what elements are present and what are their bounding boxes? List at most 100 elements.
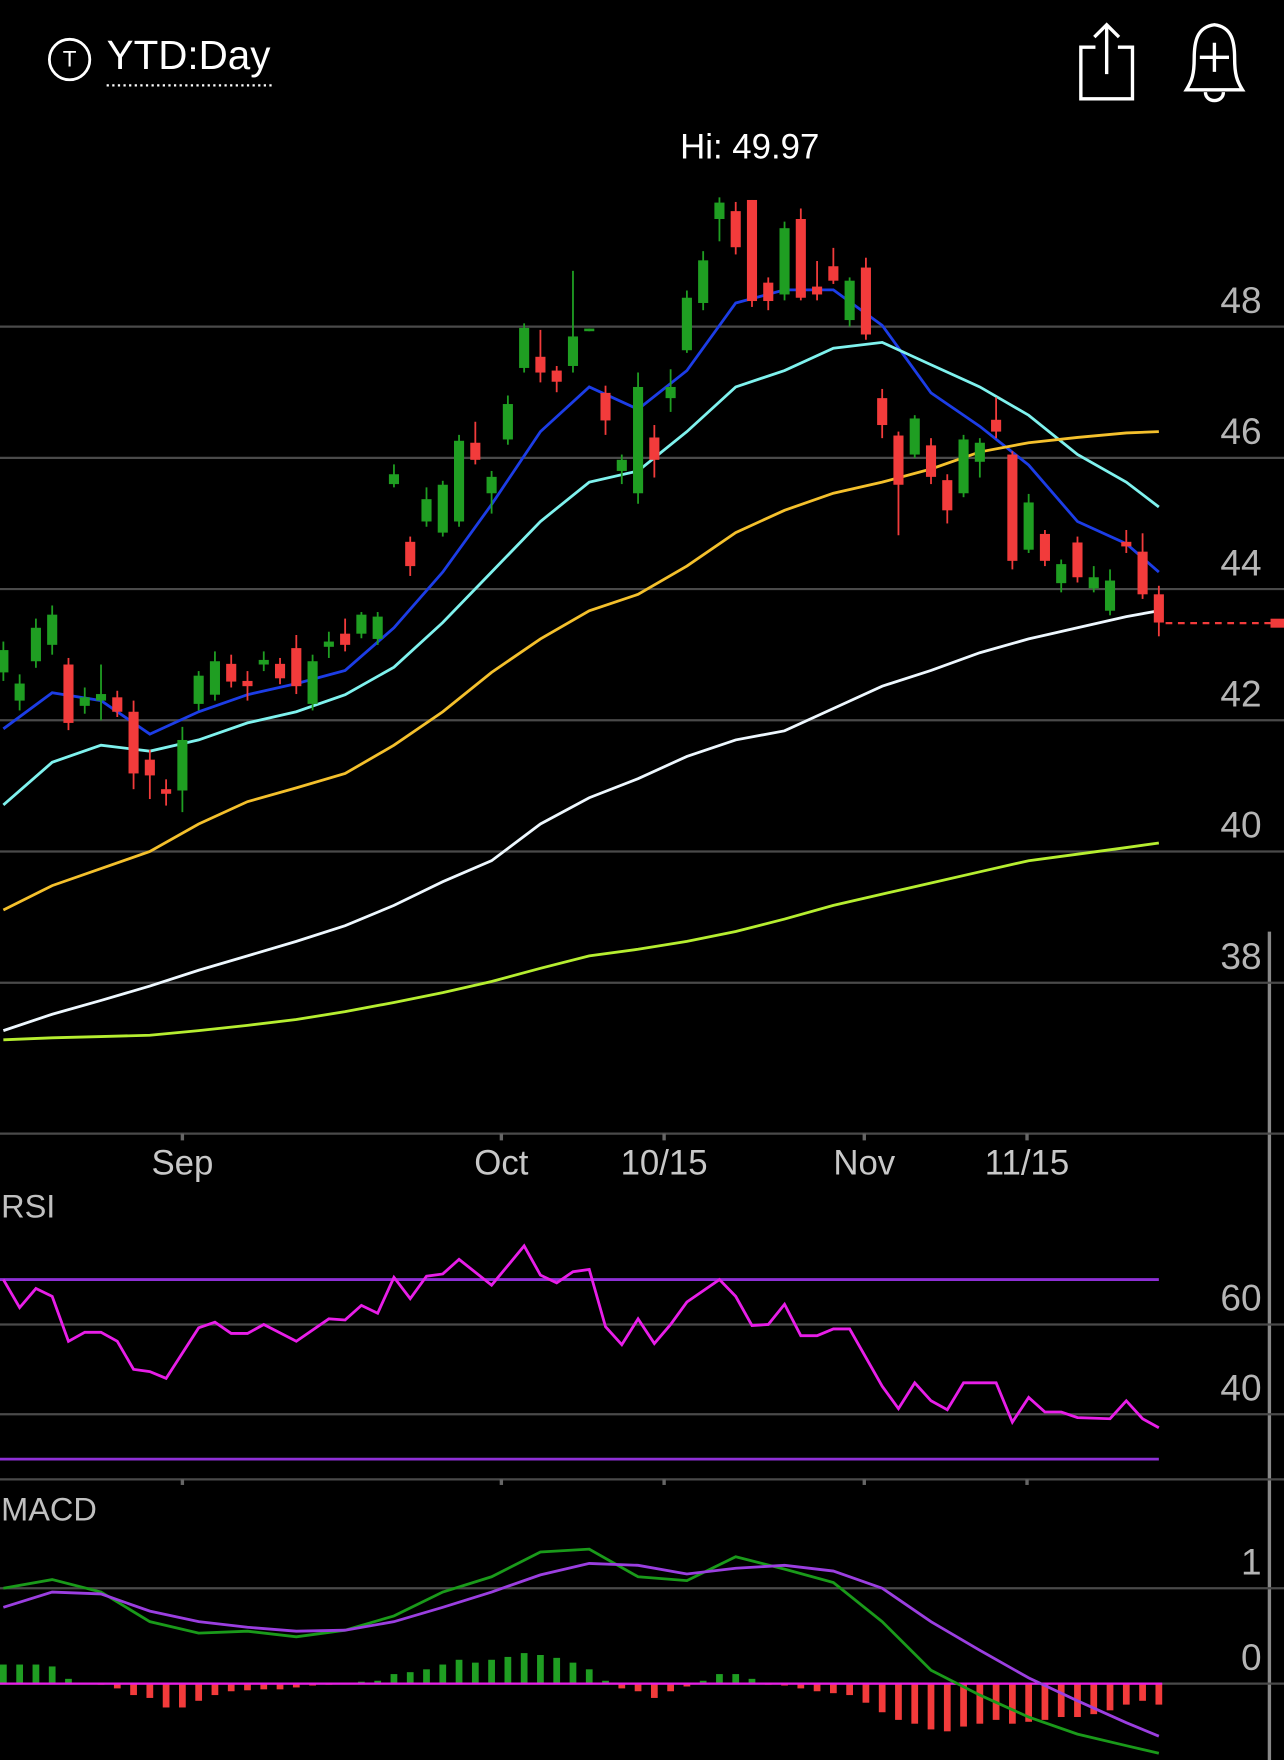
histogram-bar: [16, 1664, 24, 1684]
histogram-bar: [650, 1683, 658, 1698]
candle-body: [274, 663, 286, 679]
y-tick-label: 48: [1220, 279, 1261, 321]
candle-body: [958, 439, 969, 494]
histogram-bar: [895, 1683, 902, 1720]
candle-body: [128, 711, 139, 774]
histogram-bar: [634, 1683, 642, 1692]
candle-body: [909, 418, 920, 455]
x-tick-label: 11/15: [985, 1144, 1069, 1182]
histogram-bar: [813, 1683, 821, 1692]
candle-body: [1039, 533, 1050, 561]
candle-body: [991, 419, 1002, 432]
panel-title: MACD: [1, 1491, 97, 1527]
bell-plus: [1199, 42, 1230, 72]
histogram-bar: [829, 1683, 837, 1694]
y-tick-label: 0: [1241, 1636, 1262, 1678]
histogram-bar: [276, 1683, 284, 1690]
candle-body: [746, 199, 758, 302]
histogram-bar: [1025, 1683, 1033, 1722]
candle-body: [193, 675, 204, 704]
candle-body: [1153, 594, 1164, 623]
y-tick-label: 46: [1220, 410, 1261, 452]
histogram-bar: [569, 1662, 577, 1684]
candle-body: [795, 219, 806, 298]
y-tick-label: 60: [1220, 1277, 1261, 1319]
candle-body: [63, 664, 74, 723]
candle-body: [486, 476, 497, 494]
badge-circle: [47, 37, 92, 82]
moving-average: [2, 288, 1160, 736]
histogram-bar: [1041, 1683, 1049, 1720]
candle-body: [30, 627, 41, 662]
timeframe[interactable]: YTD:Day: [107, 32, 272, 78]
histogram-bar: [1090, 1683, 1098, 1715]
candle-body: [844, 280, 855, 321]
histogram-bar: [1155, 1683, 1163, 1705]
histogram-bar: [179, 1683, 186, 1708]
candle-body: [177, 739, 188, 791]
candle-body: [535, 356, 546, 373]
histogram-bar: [602, 1680, 609, 1684]
candle-body: [714, 202, 725, 220]
candle-body: [421, 499, 432, 522]
candle-body: [925, 445, 937, 477]
histogram-bar: [862, 1683, 870, 1703]
histogram-bar: [32, 1664, 40, 1684]
candle-body: [877, 398, 888, 426]
histogram-bar: [667, 1683, 674, 1692]
candle-body: [1104, 580, 1116, 611]
histogram-bar: [390, 1674, 398, 1684]
histogram-bar: [1009, 1683, 1016, 1724]
candle-body: [763, 282, 774, 302]
histogram-bar: [618, 1683, 626, 1689]
share-arrow: [1093, 22, 1121, 75]
symbol-badge[interactable]: T: [47, 37, 92, 82]
histogram-bar: [960, 1683, 967, 1727]
candle-body: [1056, 564, 1067, 584]
panel-title: RSI: [1, 1188, 55, 1224]
y-tick-label: 38: [1220, 935, 1261, 977]
macd-line: [3, 1547, 1160, 1755]
histogram-bar: [260, 1683, 268, 1690]
histogram-bar: [1057, 1683, 1065, 1718]
histogram-bar: [195, 1683, 203, 1701]
candle-body: [616, 459, 627, 471]
candle-body: [779, 228, 790, 295]
histogram-bar: [113, 1683, 121, 1689]
histogram-bar: [48, 1666, 56, 1684]
histogram-bar: [471, 1662, 479, 1684]
candle-body: [502, 404, 513, 440]
candle-body: [1072, 542, 1083, 578]
candle-body: [437, 484, 448, 533]
candle-body: [95, 694, 107, 701]
histogram-bar: [683, 1683, 691, 1687]
histogram-bar: [0, 1664, 7, 1684]
candle-body: [812, 286, 823, 295]
histogram-bar: [374, 1680, 382, 1684]
candle-body: [209, 661, 220, 695]
candle-body: [519, 327, 530, 368]
candle-body: [942, 480, 953, 511]
alert-icon[interactable]: [1183, 23, 1246, 103]
y-tick-label: 44: [1220, 541, 1261, 583]
y-tick-label: 40: [1220, 804, 1261, 846]
x-tick-label: 10/15: [621, 1144, 708, 1182]
candle-body: [242, 680, 253, 687]
histogram-bar: [943, 1683, 951, 1732]
histogram-bar: [455, 1659, 463, 1684]
candle-body: [454, 440, 465, 522]
histogram-bar: [585, 1669, 593, 1684]
histogram-bar: [553, 1657, 561, 1684]
histogram-bar: [227, 1683, 235, 1692]
histogram-bar: [1106, 1683, 1114, 1711]
candle-body: [226, 663, 237, 682]
candle-body: [828, 266, 839, 281]
candle-body: [551, 370, 562, 382]
share-icon[interactable]: [1079, 22, 1135, 101]
histogram-bar: [1139, 1683, 1146, 1701]
candle-body: [584, 328, 595, 332]
candle-body: [1137, 551, 1148, 595]
histogram-bar: [1122, 1683, 1130, 1705]
